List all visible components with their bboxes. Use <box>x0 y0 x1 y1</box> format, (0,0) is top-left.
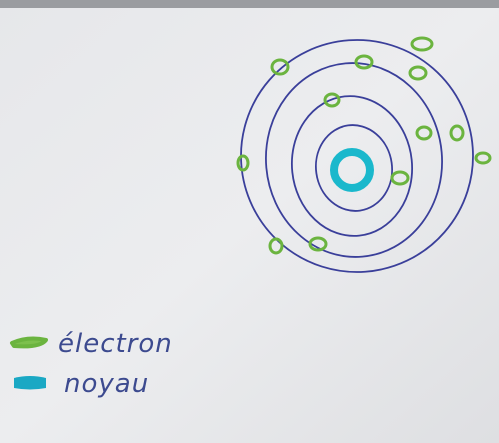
electron <box>308 236 328 252</box>
legend-label-nucleus: noyau <box>64 369 149 399</box>
electron <box>410 36 434 52</box>
electron <box>354 54 374 70</box>
electron <box>449 124 465 142</box>
electron <box>323 92 341 108</box>
electron <box>408 65 428 81</box>
orbit <box>290 95 414 237</box>
electron <box>415 125 433 141</box>
orbit <box>314 124 394 212</box>
legend-swatch-electron <box>10 336 48 349</box>
electron <box>236 154 250 172</box>
orbit <box>240 39 474 273</box>
electron <box>268 237 284 255</box>
legend-swatch-nucleus <box>14 376 46 390</box>
nucleus <box>330 148 374 192</box>
orbit <box>265 62 443 258</box>
electrons <box>236 36 492 255</box>
electron <box>390 170 410 186</box>
electron <box>474 151 492 165</box>
electron <box>270 58 290 76</box>
orbits <box>240 39 474 273</box>
legend-label-electron: électron <box>58 329 173 359</box>
edge <box>0 0 499 8</box>
